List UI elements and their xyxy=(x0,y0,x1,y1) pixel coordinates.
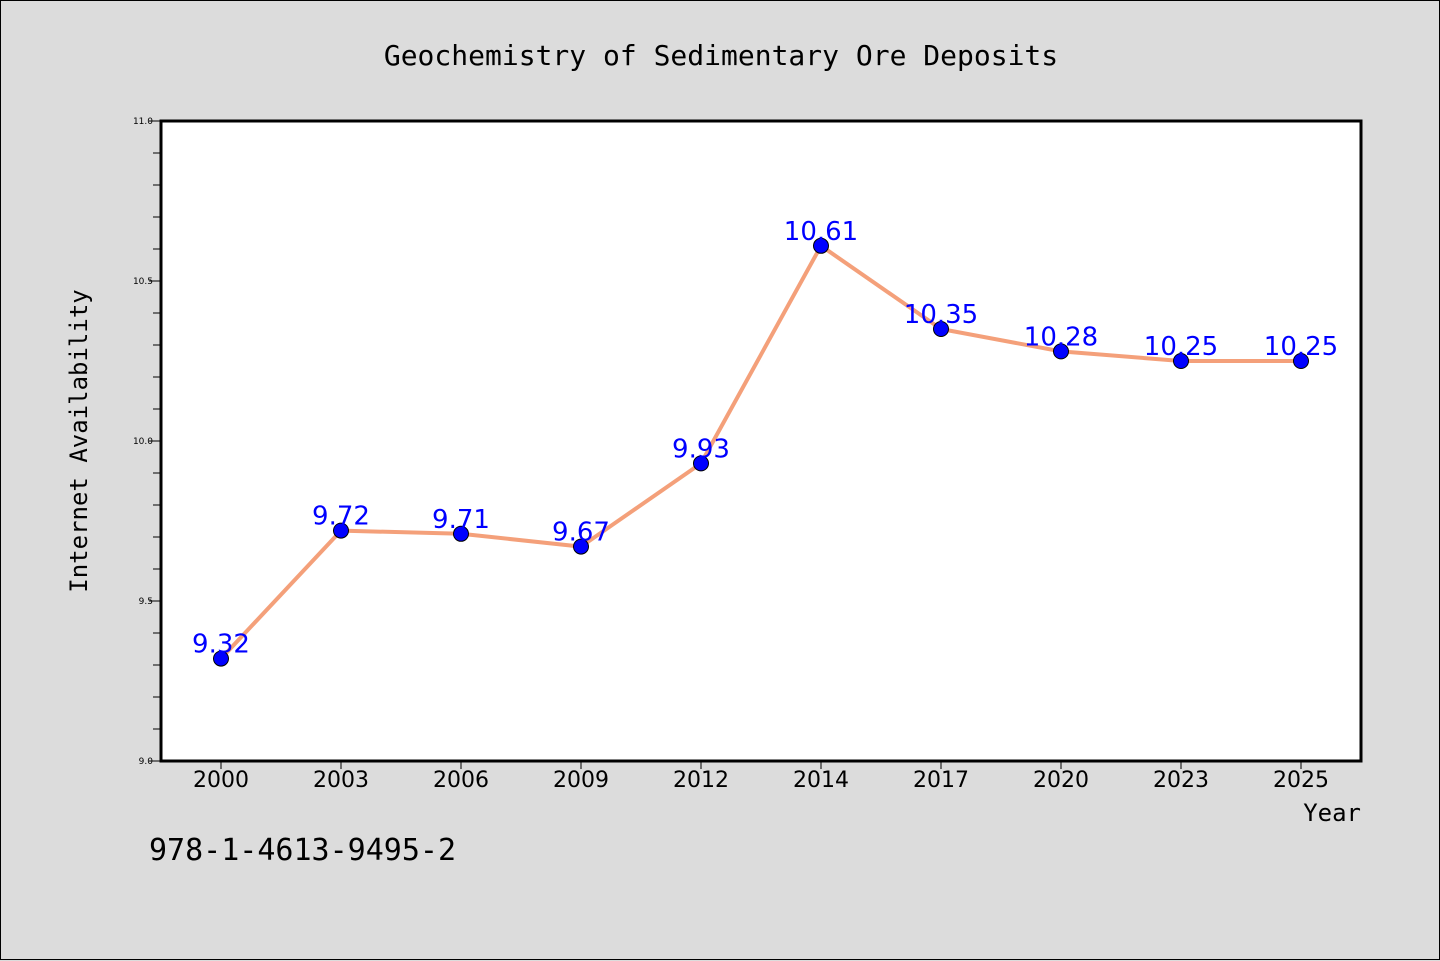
isbn-code: 978-1-4613-9495-2 xyxy=(149,833,457,868)
x-tick-label: 2000 xyxy=(193,768,249,793)
y-tick-label: 9.0 xyxy=(139,757,154,767)
y-tick-label: 11.0 xyxy=(133,117,153,127)
x-tick-label: 2006 xyxy=(433,768,489,793)
x-tick-label: 2012 xyxy=(673,768,729,793)
x-tick-label: 2003 xyxy=(313,768,369,793)
data-point xyxy=(1173,353,1189,369)
x-tick-label: 2009 xyxy=(553,768,609,793)
y-tick-label: 9.5 xyxy=(139,597,153,607)
data-label: 10.25 xyxy=(1264,332,1338,362)
y-axis: 9.0 9.5 10.0 10.5 11.0 xyxy=(133,117,161,767)
x-tick-label: 2017 xyxy=(913,768,969,793)
data-label: 9.67 xyxy=(552,518,610,548)
data-label: 10.28 xyxy=(1024,322,1098,352)
x-tick-label: 2020 xyxy=(1033,768,1089,793)
data-label: 9.72 xyxy=(312,502,370,532)
x-tick-label: 2014 xyxy=(793,768,849,793)
data-point xyxy=(213,650,229,667)
data-label: 9.71 xyxy=(432,505,490,535)
plot-area xyxy=(159,119,1363,763)
data-label: 10.35 xyxy=(904,300,978,330)
data-point xyxy=(1293,353,1309,369)
y-tick-label: 10.5 xyxy=(133,277,153,287)
data-point xyxy=(933,321,949,337)
series-line xyxy=(219,243,1303,661)
x-axis: 2000 2003 2006 2009 2012 2014 2017 2020 2023 2025 xyxy=(193,761,1329,793)
y-axis-label: Internet Availability xyxy=(65,289,93,592)
series-layer: 9.32 9.72 9.71 9.67 9.93 10.61 10.35 10.28 10.25… xyxy=(192,217,1338,667)
data-point xyxy=(453,525,469,542)
data-label: 10.25 xyxy=(1144,332,1218,362)
x-tick-label: 2023 xyxy=(1153,768,1209,793)
data-point xyxy=(693,455,709,472)
data-point xyxy=(573,538,589,555)
data-label: 10.61 xyxy=(784,217,858,247)
x-tick-label: 2025 xyxy=(1273,768,1329,793)
data-label: 9.32 xyxy=(192,630,250,660)
data-point xyxy=(1053,343,1069,360)
data-point xyxy=(333,522,349,539)
chart-title: Geochemistry of Sedimentary Ore Deposits xyxy=(384,39,1058,72)
x-axis-label: Year xyxy=(1303,799,1361,827)
data-label: 9.93 xyxy=(672,434,730,464)
data-point xyxy=(813,237,829,254)
y-tick-label: 10.0 xyxy=(133,437,153,447)
